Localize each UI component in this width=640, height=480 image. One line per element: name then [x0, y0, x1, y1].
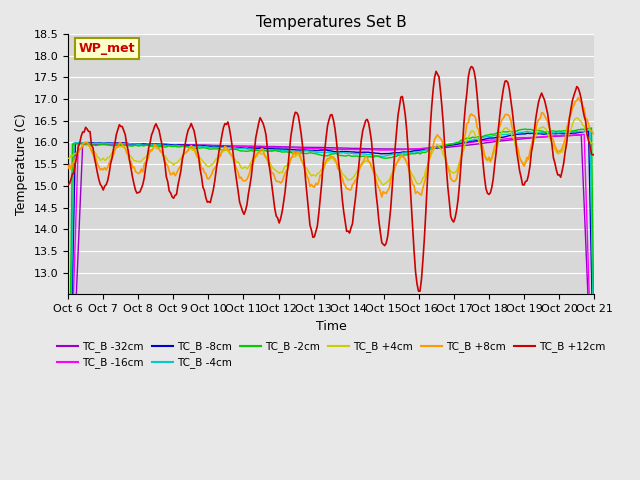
Text: WP_met: WP_met: [79, 42, 135, 55]
Legend: TC_B -32cm, TC_B -16cm, TC_B -8cm, TC_B -4cm, TC_B -2cm, TC_B +4cm, TC_B +8cm, T: TC_B -32cm, TC_B -16cm, TC_B -8cm, TC_B …: [52, 337, 610, 372]
X-axis label: Time: Time: [316, 320, 347, 333]
Title: Temperatures Set B: Temperatures Set B: [256, 15, 406, 30]
Y-axis label: Temperature (C): Temperature (C): [15, 113, 28, 215]
